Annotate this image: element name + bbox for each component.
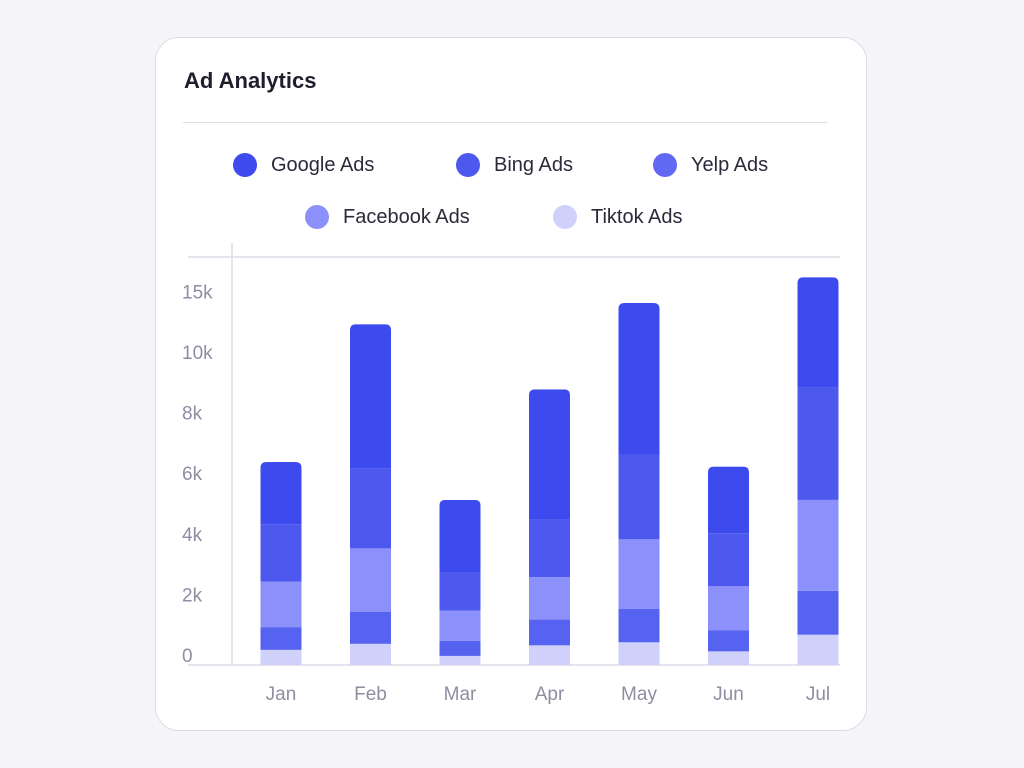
bar-segment-google-ads[interactable] [529, 389, 570, 520]
legend-item-yelp-ads[interactable]: Yelp Ads [653, 152, 768, 178]
x-tick-label: Apr [535, 684, 565, 705]
bar-stack-apr[interactable] [529, 389, 570, 665]
legend-label-bing-ads: Bing Ads [494, 153, 573, 176]
legend-label-google-ads: Google Ads [271, 153, 375, 176]
bar-segment-tiktok-ads[interactable] [529, 645, 570, 665]
bar-segment-bing-ads[interactable] [797, 590, 839, 635]
bar-segment-yelp-ads[interactable] [797, 387, 839, 500]
y-tick-label: 8k [182, 404, 203, 425]
bar-stack-feb[interactable] [350, 324, 391, 665]
x-tick-label: May [621, 684, 657, 705]
legend-swatch-facebook-ads [305, 205, 329, 229]
x-tick-label: Jun [713, 684, 744, 705]
bar-stack-jul[interactable] [797, 277, 839, 665]
y-tick-label: 2k [182, 585, 203, 606]
bar-segment-facebook-ads[interactable] [439, 610, 481, 641]
legend-item-facebook-ads[interactable]: Facebook Ads [305, 204, 470, 230]
legend-swatch-yelp-ads [653, 153, 677, 177]
bar-segment-yelp-ads[interactable] [618, 454, 660, 540]
bar-stack-jun[interactable] [708, 466, 749, 665]
legend-label-facebook-ads: Facebook Ads [343, 205, 470, 228]
bar-segment-tiktok-ads[interactable] [439, 655, 481, 665]
x-tick-label: Jan [266, 684, 297, 705]
y-tick-label: 4k [182, 525, 203, 546]
bar-segment-google-ads[interactable] [350, 324, 391, 469]
title-divider [183, 122, 827, 123]
bar-segment-yelp-ads[interactable] [708, 533, 749, 587]
bar-segment-google-ads[interactable] [260, 462, 302, 525]
bar-segment-tiktok-ads[interactable] [618, 642, 660, 665]
bar-segment-tiktok-ads[interactable] [260, 649, 302, 665]
legend-label-tiktok-ads: Tiktok Ads [591, 205, 683, 228]
bar-segment-bing-ads[interactable] [708, 630, 749, 652]
bar-segment-bing-ads[interactable] [439, 640, 481, 656]
legend-item-google-ads[interactable]: Google Ads [233, 152, 374, 178]
legend-label-yelp-ads: Yelp Ads [691, 153, 769, 176]
y-tick-label: 10k [182, 343, 213, 364]
y-tick-label: 0 [182, 646, 193, 667]
legend-swatch-bing-ads [456, 153, 480, 177]
stacked-bar-chart: 0 2k 4k 6k 8k 10k 15k Jan Feb Mar Apr May Jun Jul [182, 243, 840, 705]
bar-segment-bing-ads[interactable] [529, 619, 570, 646]
x-tick-label: Jul [806, 684, 830, 705]
bar-segment-tiktok-ads[interactable] [797, 634, 839, 665]
bar-segment-facebook-ads[interactable] [260, 581, 302, 628]
bar-segment-google-ads[interactable] [708, 466, 749, 534]
bar-segment-facebook-ads[interactable] [350, 548, 391, 612]
bar-segment-bing-ads[interactable] [350, 611, 391, 644]
y-tick-label: 15k [182, 282, 213, 303]
bar-segment-facebook-ads[interactable] [618, 539, 660, 609]
x-tick-label: Feb [354, 684, 387, 705]
bar-stack-jan[interactable] [260, 462, 302, 665]
legend-item-bing-ads[interactable]: Bing Ads [456, 152, 573, 178]
legend-item-tiktok-ads[interactable]: Tiktok Ads [553, 204, 683, 230]
bar-segment-yelp-ads[interactable] [350, 468, 391, 549]
bar-segment-facebook-ads[interactable] [708, 586, 749, 631]
bar-segment-tiktok-ads[interactable] [350, 643, 391, 665]
card-title: Ad Analytics [184, 68, 317, 93]
bar-segment-bing-ads[interactable] [618, 608, 660, 643]
bar-segment-yelp-ads[interactable] [439, 572, 481, 611]
bar-segment-facebook-ads[interactable] [797, 499, 839, 591]
ad-analytics-card: Ad Analytics Google Ads Bing Ads Yelp Ad… [155, 37, 867, 731]
bar-segment-facebook-ads[interactable] [529, 577, 570, 620]
bar-stack-may[interactable] [618, 303, 660, 665]
chart-bars [260, 277, 839, 665]
bar-segment-tiktok-ads[interactable] [708, 651, 749, 665]
bar-segment-bing-ads[interactable] [260, 627, 302, 650]
bar-segment-yelp-ads[interactable] [529, 519, 570, 578]
bar-stack-mar[interactable] [439, 499, 481, 665]
chart-tick-labels: 0 2k 4k 6k 8k 10k 15k Jan Feb Mar Apr May Jun Jul [182, 282, 830, 705]
legend-swatch-google-ads [233, 153, 257, 177]
bar-segment-yelp-ads[interactable] [260, 524, 302, 582]
legend-swatch-tiktok-ads [553, 205, 577, 229]
bar-segment-google-ads[interactable] [618, 303, 660, 455]
x-tick-label: Mar [444, 684, 477, 705]
bar-segment-google-ads[interactable] [439, 499, 481, 573]
y-tick-label: 6k [182, 464, 203, 485]
bar-segment-google-ads[interactable] [797, 277, 839, 388]
